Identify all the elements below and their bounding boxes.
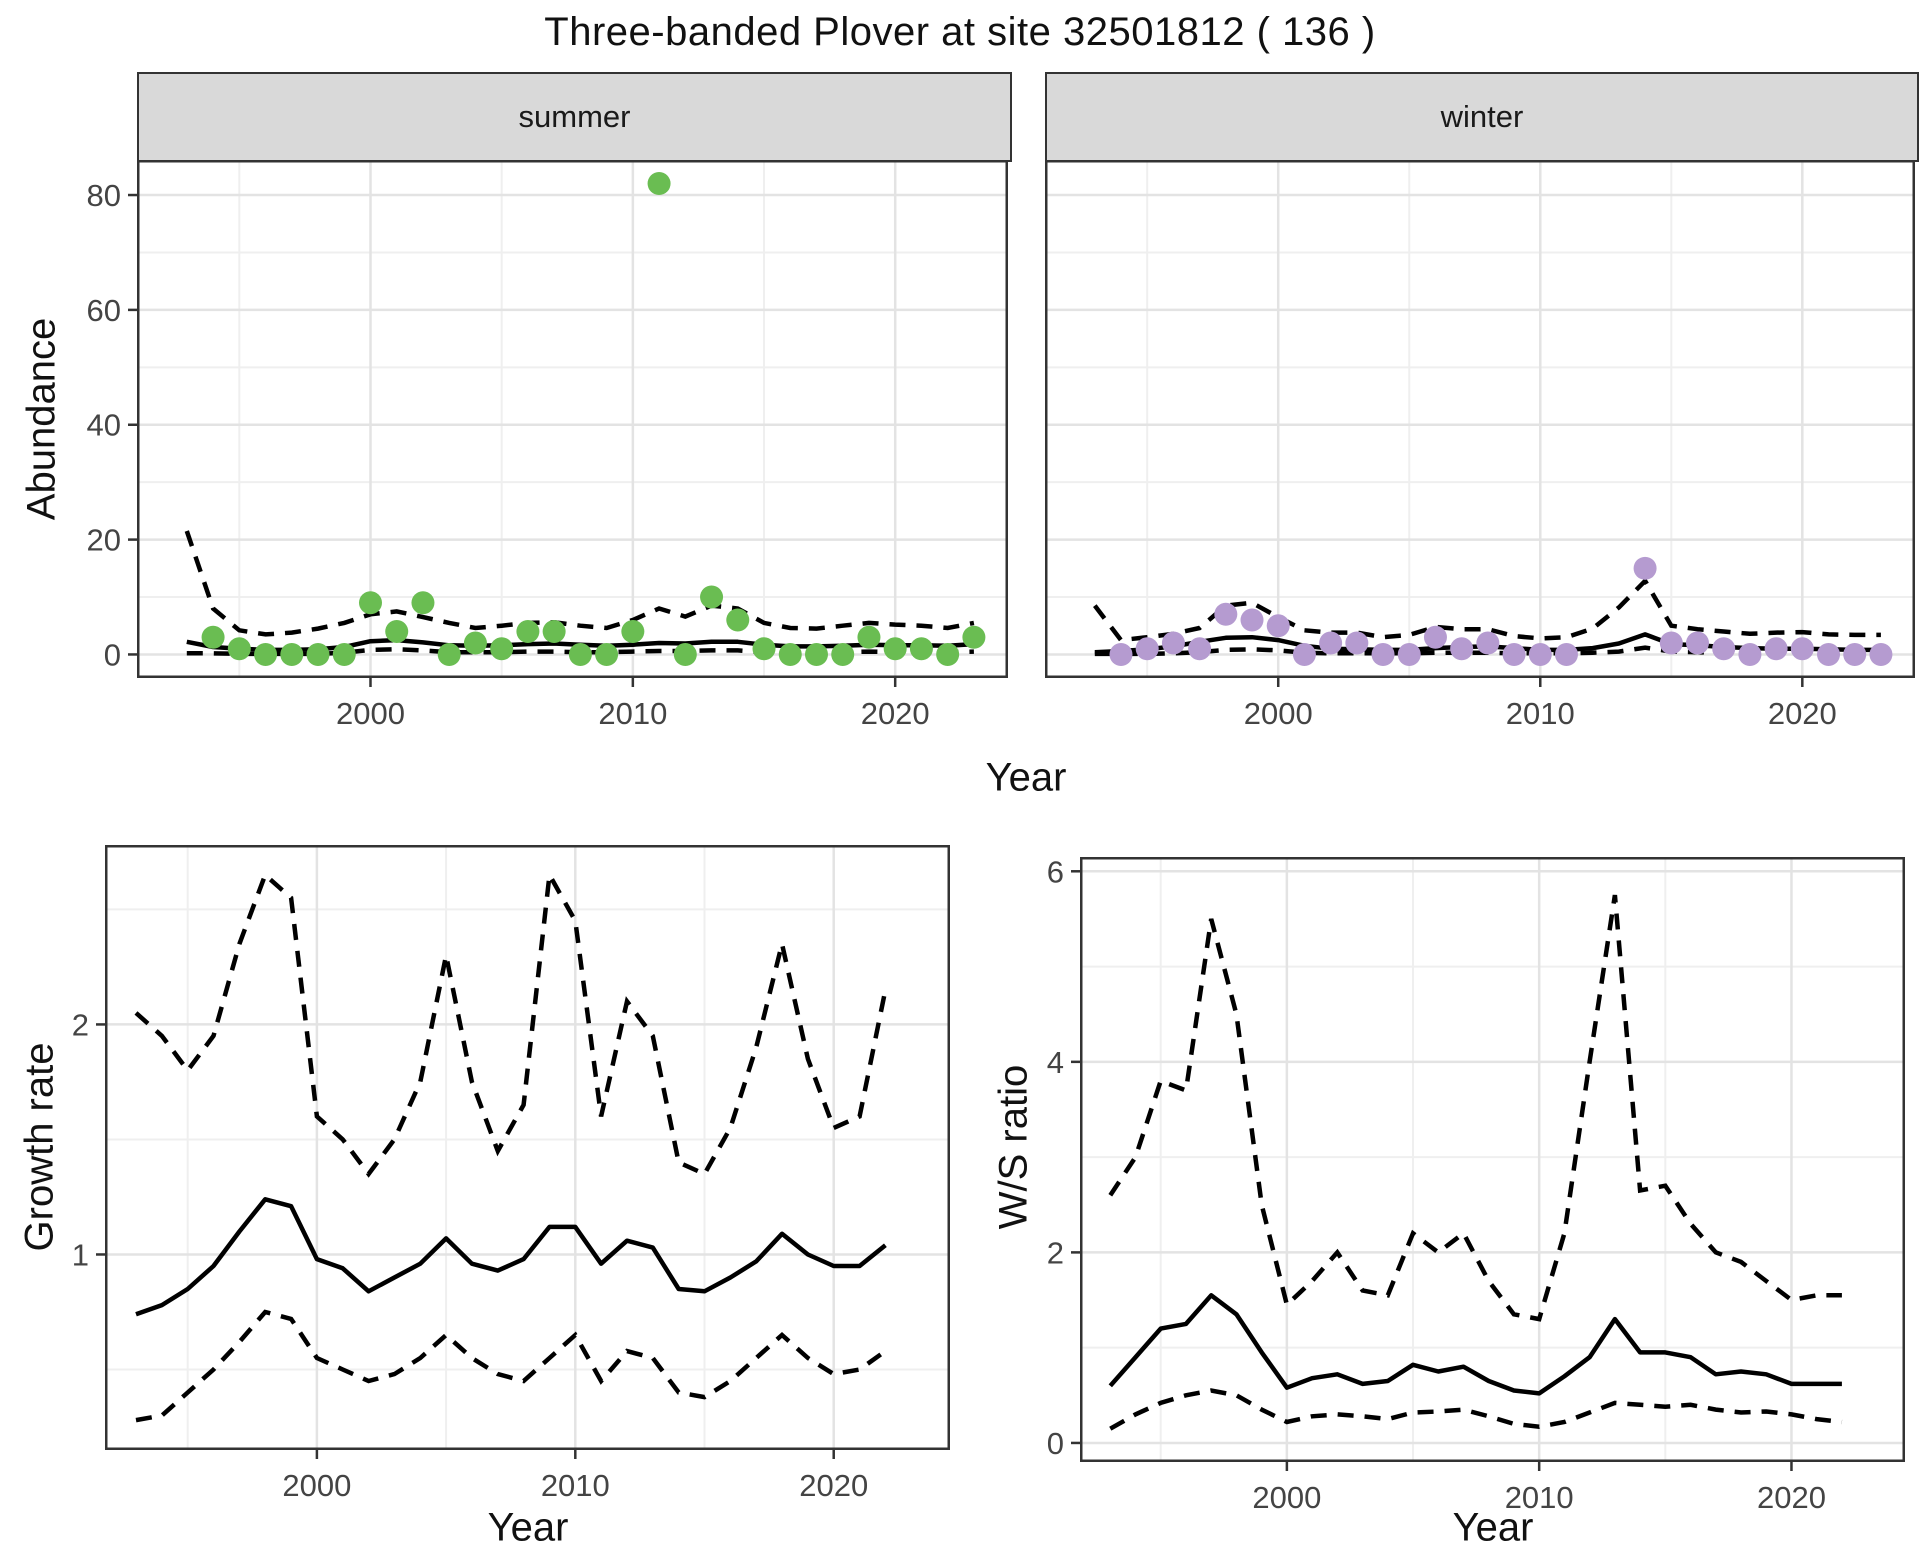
svg-text:20: 20 (87, 523, 121, 558)
abundance-summer-plot: 2000 2010 2020 0 20 40 60 80 (87, 160, 1008, 731)
svg-text:40: 40 (87, 408, 121, 443)
svg-text:80: 80 (87, 178, 121, 213)
svg-text:2020: 2020 (799, 1468, 868, 1503)
ws-ratio-axis-title: W/S ratio (991, 1064, 1036, 1230)
svg-text:2000: 2000 (1244, 696, 1313, 731)
svg-text:2000: 2000 (336, 696, 405, 731)
ws-ratio-plot: 2000 2010 2020 0 2 4 6 (1047, 854, 1905, 1515)
svg-text:1: 1 (72, 1237, 89, 1272)
svg-text:2010: 2010 (1505, 1480, 1574, 1515)
year-axis-title-bottom-right: Year (1452, 1505, 1534, 1550)
svg-text:2010: 2010 (598, 696, 667, 731)
abundance-winter-plot: 2000 2010 2020 (1045, 160, 1915, 731)
growth-rate-axis-title: Growth rate (17, 1042, 62, 1252)
svg-text:2020: 2020 (1768, 696, 1837, 731)
svg-text:0: 0 (104, 637, 121, 672)
svg-text:60: 60 (87, 293, 121, 328)
facet-strip-summer-label: summer (518, 99, 631, 134)
year-axis-title-bottom-left: Year (487, 1505, 569, 1550)
svg-text:2: 2 (1047, 1235, 1064, 1270)
facet-strip-winter: winter (1045, 72, 1919, 162)
abundance-axis-title: Abundance (19, 317, 64, 521)
svg-text:2010: 2010 (541, 1468, 610, 1503)
svg-text:2000: 2000 (282, 1468, 351, 1503)
year-axis-title-top: Year (985, 755, 1067, 800)
growth-rate-plot: 2000 2010 2020 1 2 (72, 845, 950, 1503)
page-title: Three-banded Plover at site 32501812 ( 1… (544, 10, 1376, 54)
svg-text:2010: 2010 (1506, 696, 1575, 731)
svg-text:4: 4 (1047, 1045, 1064, 1080)
svg-text:6: 6 (1047, 854, 1064, 889)
facet-strip-summer: summer (137, 72, 1012, 162)
facet-strip-winter-label: winter (1440, 99, 1524, 134)
svg-text:2: 2 (72, 1007, 89, 1042)
svg-text:2020: 2020 (861, 696, 930, 731)
svg-text:2020: 2020 (1757, 1480, 1826, 1515)
svg-text:0: 0 (1047, 1426, 1064, 1461)
svg-text:2000: 2000 (1252, 1480, 1321, 1515)
